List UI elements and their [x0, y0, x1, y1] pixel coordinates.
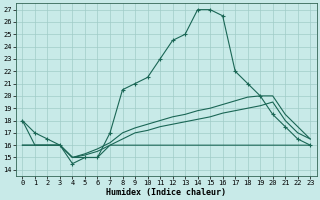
X-axis label: Humidex (Indice chaleur): Humidex (Indice chaleur) — [106, 188, 226, 197]
